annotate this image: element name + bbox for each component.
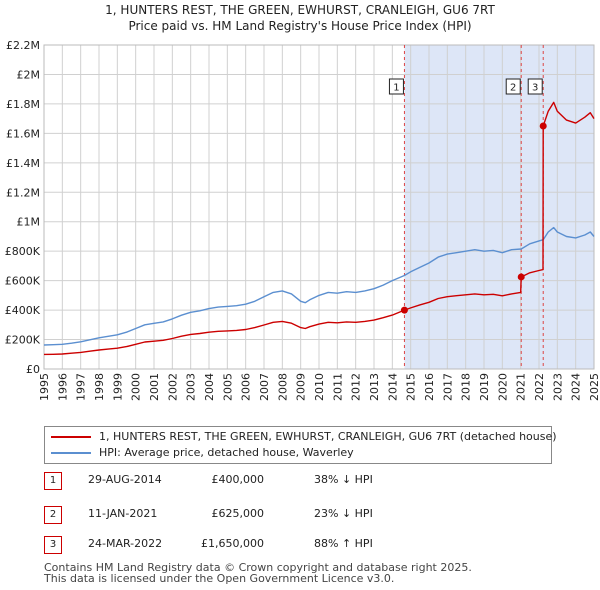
x-tick-label: 1997 [75, 373, 88, 401]
x-tick-label: 2004 [203, 373, 216, 401]
legend-hpi-swatch [51, 452, 91, 454]
footer: Contains HM Land Registry data © Crown c… [44, 562, 472, 584]
sale-marker-label: 3 [532, 83, 538, 94]
x-tick-label: 2022 [533, 373, 546, 401]
x-tick-label: 2014 [386, 373, 399, 401]
x-tick-label: 2020 [496, 373, 509, 401]
y-tick-label: £1.4M [6, 157, 40, 170]
sale-date: 11-JAN-2021 [88, 507, 158, 520]
hpi-line [43, 226, 595, 346]
sale-price: £1,650,000 [201, 537, 264, 550]
sale-marker-badge: 3 [44, 536, 62, 554]
x-tick-label: 1998 [93, 373, 106, 401]
x-tick-label: 2023 [551, 373, 564, 401]
x-tick-label: 1996 [56, 373, 69, 401]
sale-hpi-comparison: 23% ↓ HPI [314, 507, 373, 520]
x-tick-label: 2006 [240, 373, 253, 401]
legend-price-paid-swatch [51, 436, 91, 438]
y-tick-label: £600K [5, 275, 41, 288]
x-tick-label: 2005 [221, 373, 234, 401]
x-tick-label: 2000 [130, 373, 143, 401]
chart-title-line2: Price paid vs. HM Land Registry's House … [128, 19, 472, 33]
sale-hpi-comparison: 88% ↑ HPI [314, 537, 373, 550]
table-row: 1 29-AUG-2014 £400,000 38% ↓ HPI [44, 472, 564, 490]
table-row: 3 24-MAR-2022 £1,650,000 88% ↑ HPI [44, 536, 564, 554]
legend: 1, HUNTERS REST, THE GREEN, EWHURST, CRA… [44, 426, 557, 464]
x-tick-label: 2016 [423, 373, 436, 401]
x-tick-label: 2010 [313, 373, 326, 401]
plot-frame [43, 44, 595, 370]
x-tick-label: 2007 [258, 373, 271, 401]
sale-marker-label: 2 [510, 83, 516, 94]
footer-licence: This data is licensed under the Open Gov… [44, 572, 395, 585]
x-tick-label: 1995 [38, 373, 51, 401]
y-tick-label: £2.2M [6, 39, 40, 52]
y-tick-label: £1M [17, 216, 41, 229]
sale-marker-box [505, 78, 521, 95]
y-tick-label: £1.2M [6, 186, 40, 199]
sale-price: £400,000 [211, 473, 265, 486]
sale-marker-label: 1 [393, 83, 399, 94]
table-row: 2 11-JAN-2021 £625,000 23% ↓ HPI [44, 506, 564, 524]
price-paid-line [43, 101, 595, 356]
x-tick-label: 2011 [331, 373, 344, 401]
shaded-period [404, 45, 594, 369]
legend-price-paid-label: 1, HUNTERS REST, THE GREEN, EWHURST, CRA… [99, 430, 557, 443]
sale-marker-box [388, 78, 404, 95]
x-tick-label: 2025 [588, 373, 600, 401]
sale-marker-box [527, 78, 543, 95]
footer-copyright: Contains HM Land Registry data © Crown c… [44, 561, 472, 574]
x-tick-label: 2002 [166, 373, 179, 401]
chart-title-line1: 1, HUNTERS REST, THE GREEN, EWHURST, CRA… [105, 3, 495, 17]
x-tick-label: 2013 [368, 373, 381, 401]
y-tick-label: £400K [5, 304, 41, 317]
x-tick-label: 2024 [570, 373, 583, 401]
y-tick-label: £2M [17, 68, 41, 81]
sale-marker-badge: 1 [44, 472, 62, 490]
x-tick-label: 2001 [148, 373, 161, 401]
x-tick-label: 2008 [276, 373, 289, 401]
sale-date: 24-MAR-2022 [88, 537, 163, 550]
sale-hpi-comparison: 38% ↓ HPI [314, 473, 373, 486]
sale-marker-badge: 2 [44, 506, 62, 524]
y-tick-label: £1.6M [6, 127, 40, 140]
y-tick-label: £1.8M [6, 98, 40, 111]
x-tick-label: 2015 [405, 373, 418, 401]
sale-point [400, 306, 408, 314]
x-tick-label: 2009 [295, 373, 308, 401]
y-tick-label: £200K [5, 334, 41, 347]
x-tick-label: 2021 [515, 373, 528, 401]
x-tick-label: 2003 [185, 373, 198, 401]
sale-price: £625,000 [211, 507, 265, 520]
y-tick-label: £800K [5, 245, 41, 258]
x-tick-label: 2018 [460, 373, 473, 401]
sale-point [539, 122, 547, 130]
sale-point [517, 273, 525, 281]
y-tick-label: £0 [26, 363, 40, 376]
x-tick-label: 2019 [478, 373, 491, 401]
x-tick-label: 2017 [441, 373, 454, 401]
sale-date: 29-AUG-2014 [88, 473, 162, 486]
legend-hpi-label: HPI: Average price, detached house, Wave… [99, 446, 354, 459]
price-chart: 1995 1996 1997 1998 1999 2000 2001 2002 2003 2004… [5, 39, 600, 401]
x-tick-label: 2012 [350, 373, 363, 401]
x-tick-label: 1999 [111, 373, 124, 401]
